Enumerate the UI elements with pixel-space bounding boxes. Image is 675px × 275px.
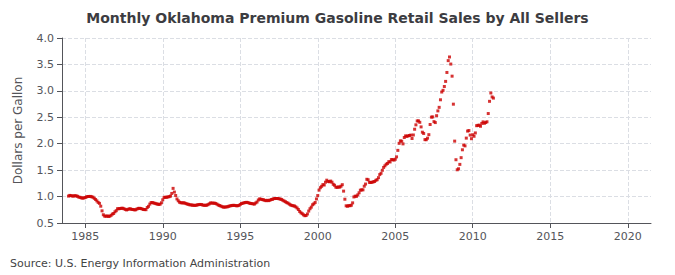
svg-text:1995: 1995 (226, 230, 254, 243)
svg-text:0.5: 0.5 (37, 217, 55, 230)
svg-text:3.0: 3.0 (37, 84, 55, 97)
svg-text:1.5: 1.5 (37, 164, 55, 177)
svg-text:2.5: 2.5 (37, 111, 55, 124)
svg-text:1.0: 1.0 (37, 190, 55, 203)
svg-text:2010: 2010 (459, 230, 487, 243)
svg-text:2015: 2015 (536, 230, 564, 243)
svg-text:4.0: 4.0 (37, 32, 55, 45)
svg-text:2020: 2020 (614, 230, 642, 243)
svg-text:Monthly Oklahoma Premium Gasol: Monthly Oklahoma Premium Gasoline Retail… (86, 10, 588, 26)
svg-text:1990: 1990 (149, 230, 177, 243)
svg-text:3.5: 3.5 (37, 58, 55, 71)
svg-text:2.0: 2.0 (37, 137, 55, 150)
svg-text:1985: 1985 (71, 230, 99, 243)
svg-text:Dollars per Gallon: Dollars per Gallon (11, 77, 25, 185)
svg-text:2005: 2005 (381, 230, 409, 243)
svg-text:Source: U.S. Energy Informatio: Source: U.S. Energy Information Administ… (10, 257, 270, 270)
svg-text:2000: 2000 (304, 230, 332, 243)
